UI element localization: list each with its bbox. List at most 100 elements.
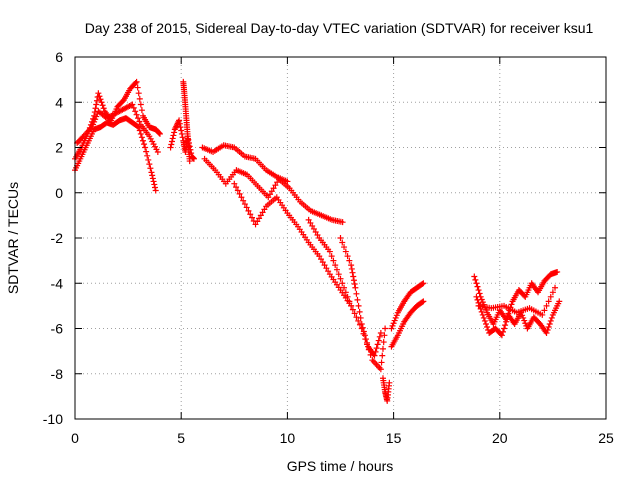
data-point bbox=[420, 298, 427, 305]
data-point bbox=[137, 101, 144, 108]
data-point bbox=[156, 130, 163, 137]
data-point bbox=[547, 293, 554, 300]
data-point bbox=[167, 144, 174, 151]
data-point bbox=[98, 99, 105, 106]
data-point bbox=[97, 96, 104, 103]
series-track-c bbox=[74, 101, 161, 156]
data-point bbox=[177, 124, 184, 131]
data-point bbox=[482, 320, 489, 327]
x-tick-label: 20 bbox=[492, 430, 508, 446]
series-track-j bbox=[337, 235, 384, 359]
data-point bbox=[344, 293, 351, 300]
data-point bbox=[335, 271, 342, 278]
data-point bbox=[92, 105, 99, 112]
data-point bbox=[314, 231, 321, 238]
data-point bbox=[389, 322, 396, 329]
data-point bbox=[265, 194, 272, 201]
data-point bbox=[272, 182, 279, 189]
data-point bbox=[171, 129, 178, 136]
data-point bbox=[142, 144, 149, 151]
data-point bbox=[473, 280, 480, 287]
data-point bbox=[135, 90, 142, 97]
data-series bbox=[72, 78, 563, 404]
data-point bbox=[348, 302, 355, 309]
data-point bbox=[318, 256, 325, 263]
data-point bbox=[349, 306, 356, 313]
data-point bbox=[141, 141, 148, 148]
data-point bbox=[346, 298, 353, 305]
x-tick-label: 15 bbox=[386, 430, 402, 446]
data-point bbox=[377, 366, 384, 373]
data-point bbox=[348, 265, 355, 272]
data-point bbox=[88, 124, 95, 131]
data-point bbox=[138, 107, 145, 114]
data-point bbox=[354, 296, 361, 303]
series-track-b bbox=[72, 115, 159, 194]
data-point bbox=[93, 101, 100, 108]
data-point bbox=[240, 197, 247, 204]
data-point bbox=[134, 84, 141, 91]
data-point bbox=[556, 298, 563, 305]
data-point bbox=[339, 280, 346, 287]
data-point bbox=[249, 214, 255, 221]
series-track-m bbox=[388, 298, 427, 350]
data-point bbox=[355, 317, 362, 324]
data-point bbox=[375, 337, 382, 344]
data-point bbox=[337, 235, 344, 241]
data-point bbox=[472, 276, 479, 283]
data-point bbox=[362, 336, 369, 343]
data-point bbox=[307, 219, 314, 226]
data-point bbox=[130, 104, 137, 111]
data-point bbox=[150, 178, 157, 185]
data-point bbox=[234, 187, 241, 194]
y-tick-label: -4 bbox=[51, 275, 64, 291]
data-point bbox=[377, 330, 384, 337]
plot-frame bbox=[74, 56, 607, 420]
series-track-g bbox=[201, 155, 346, 226]
data-point bbox=[330, 257, 337, 264]
data-point bbox=[372, 348, 379, 355]
data-point bbox=[92, 116, 99, 123]
data-point bbox=[270, 185, 277, 192]
data-point bbox=[186, 158, 193, 165]
grid bbox=[75, 57, 606, 419]
data-point bbox=[474, 296, 481, 303]
series-track-k bbox=[379, 375, 393, 404]
data-point bbox=[178, 130, 185, 137]
data-point bbox=[350, 277, 357, 284]
data-point bbox=[95, 90, 102, 97]
series-track-d bbox=[167, 117, 197, 162]
data-point bbox=[176, 117, 183, 124]
data-point bbox=[136, 95, 143, 102]
data-point bbox=[352, 284, 359, 291]
data-point bbox=[152, 187, 159, 194]
data-point bbox=[96, 93, 103, 100]
data-point bbox=[357, 314, 364, 321]
data-point bbox=[238, 194, 245, 201]
data-point bbox=[152, 184, 159, 191]
data-point bbox=[339, 239, 346, 246]
data-point bbox=[257, 212, 264, 219]
data-point bbox=[351, 310, 358, 317]
data-point bbox=[231, 180, 238, 187]
data-point bbox=[378, 359, 385, 366]
data-point bbox=[154, 149, 161, 156]
data-point bbox=[519, 312, 526, 319]
data-point bbox=[245, 207, 252, 214]
data-point bbox=[252, 221, 259, 228]
y-tick-label: 6 bbox=[55, 49, 63, 65]
series-track-l bbox=[388, 280, 427, 332]
data-point bbox=[236, 190, 243, 197]
y-tick-label: 2 bbox=[55, 140, 63, 156]
data-point bbox=[321, 262, 328, 269]
data-point bbox=[151, 181, 158, 188]
data-point bbox=[136, 127, 143, 134]
series-track-f bbox=[199, 142, 291, 185]
x-tick-label: 25 bbox=[598, 430, 614, 446]
data-point bbox=[381, 332, 388, 339]
data-point bbox=[256, 215, 263, 222]
data-point bbox=[267, 191, 274, 198]
data-point bbox=[90, 121, 97, 128]
data-point bbox=[138, 134, 145, 141]
